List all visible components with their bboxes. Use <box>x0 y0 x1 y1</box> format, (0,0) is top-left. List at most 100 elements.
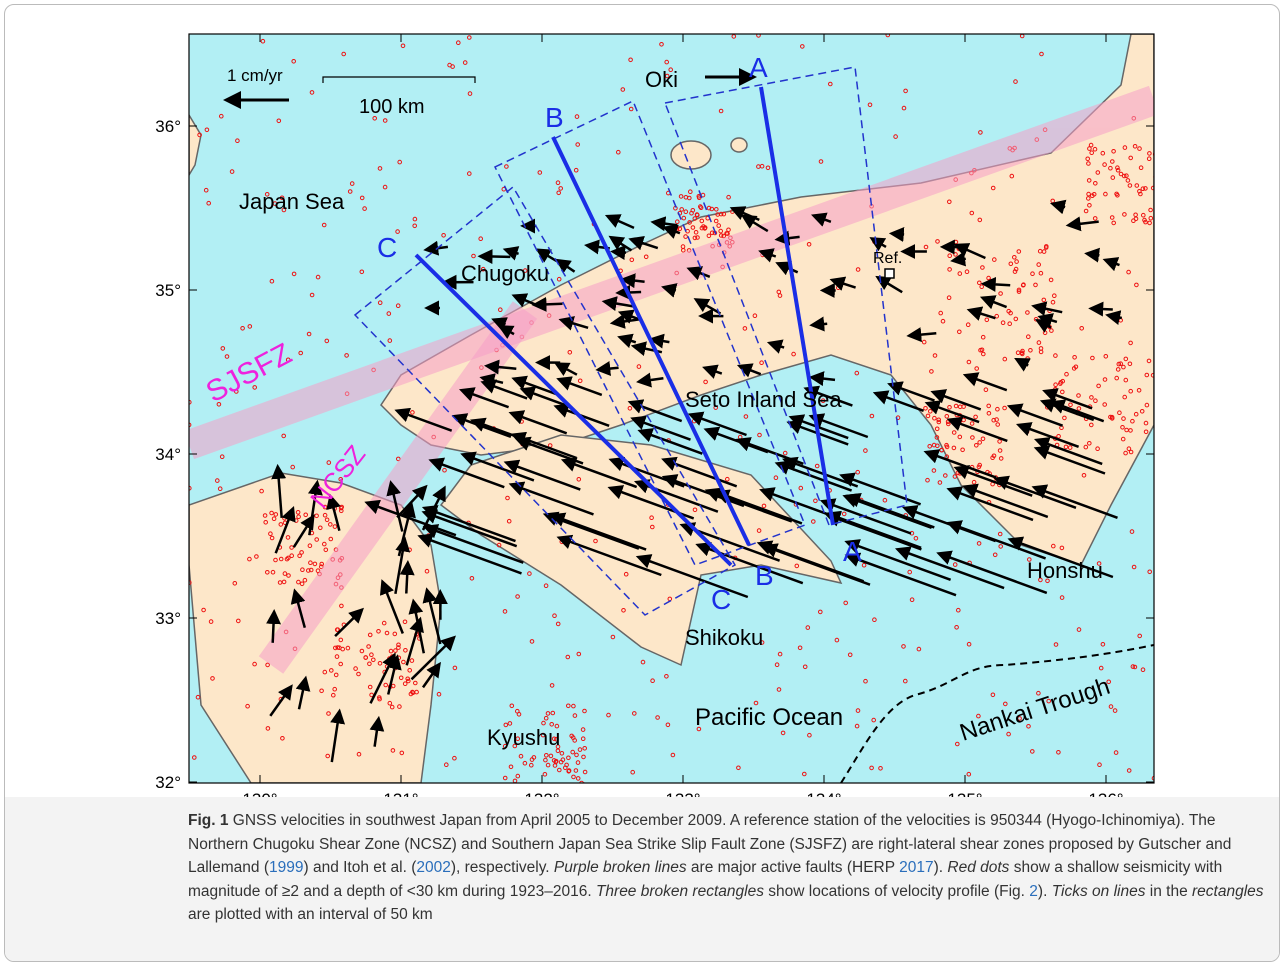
quake-dot <box>575 760 581 765</box>
quake-dot <box>206 200 211 206</box>
quake-dot <box>1036 340 1042 345</box>
quake-dot <box>576 651 582 657</box>
quake-dot <box>855 708 861 713</box>
quake-dot <box>556 190 562 196</box>
quake-dot <box>203 187 209 193</box>
quake-dot <box>759 360 764 366</box>
quake-dot <box>1147 151 1152 156</box>
quake-dot <box>934 435 940 440</box>
velocity-arrow <box>630 415 691 441</box>
velocity-arrow <box>274 505 296 554</box>
quake-dot <box>1143 429 1149 435</box>
quake-dot <box>281 207 287 213</box>
quake-dot <box>217 486 223 492</box>
quake-dot <box>716 223 722 228</box>
quake-dot <box>396 645 401 650</box>
caption-part: show a shallow seismicity with magnitude… <box>188 859 1223 900</box>
quake-dot <box>1013 79 1018 84</box>
quake-dot <box>1160 148 1164 152</box>
quake-dot <box>581 754 586 760</box>
label: 1 cm/yr <box>227 66 283 85</box>
quake-dot <box>1117 410 1122 416</box>
quake-dot <box>1067 445 1073 450</box>
velocity-arrow <box>307 479 323 536</box>
quake-dot <box>834 637 840 643</box>
caption-part: ) and Itoh et al. ( <box>303 859 417 877</box>
quake-dot <box>1027 557 1032 562</box>
quake-dot <box>285 535 291 540</box>
quake-dot <box>480 266 486 272</box>
quake-dot <box>714 207 719 212</box>
quake-dot <box>1002 405 1007 411</box>
quake-dot <box>247 324 253 329</box>
quake-dot <box>1115 165 1120 170</box>
label: B <box>755 560 774 591</box>
quake-dot <box>675 219 680 224</box>
quake-dot <box>1092 146 1098 152</box>
quake-dot <box>976 713 981 719</box>
quake-dot <box>506 518 512 524</box>
velocity-arrow <box>608 235 633 252</box>
quake-dot <box>564 762 569 768</box>
velocity-arrow <box>1031 484 1118 519</box>
quake-dot <box>681 215 687 221</box>
quake-dot <box>1083 444 1089 450</box>
quake-dot <box>936 417 942 423</box>
quake-dot <box>554 736 559 742</box>
velocity-arrow <box>714 489 803 525</box>
quake-dot <box>1089 395 1094 400</box>
quake-dot <box>791 351 796 357</box>
quake-dot <box>575 142 581 147</box>
quake-dot <box>953 403 959 409</box>
quake-dot <box>1095 446 1100 452</box>
quake-dot <box>863 448 868 453</box>
quake-dot <box>359 648 365 654</box>
quake-dot <box>994 313 1000 319</box>
velocity-arrow <box>290 588 307 629</box>
caption-part: Three broken rectangles <box>595 882 764 900</box>
quake-dot <box>1090 355 1095 361</box>
quake-dot <box>931 468 937 473</box>
quake-dot <box>377 300 383 306</box>
velocity-arrow <box>553 403 610 427</box>
quake-dot <box>980 334 986 340</box>
quake-dot <box>721 211 727 217</box>
quake-dot <box>573 167 579 173</box>
velocity-arrow <box>369 715 385 747</box>
quake-dot <box>574 114 580 119</box>
quake-dot <box>1053 353 1058 358</box>
quake-dot <box>338 637 344 643</box>
quake-dot <box>1086 178 1092 183</box>
quake-dot <box>331 692 336 698</box>
quake-dot <box>356 671 361 677</box>
quake-dot <box>201 607 206 613</box>
quake-dot <box>515 736 521 742</box>
quake-dot <box>322 669 328 675</box>
quake-dot <box>1038 577 1043 583</box>
quake-dot <box>974 443 979 448</box>
quake-dot <box>1020 351 1025 357</box>
quake-dot <box>869 413 875 419</box>
velocity-arrow <box>1037 313 1058 328</box>
quake-dot <box>701 224 706 229</box>
quake-dot <box>1050 299 1056 305</box>
quake-dot <box>478 236 484 241</box>
quake-dot <box>392 631 398 637</box>
velocity-arrow <box>635 554 749 599</box>
quake-dot <box>1118 171 1124 177</box>
quake-dot <box>885 34 891 38</box>
label: C <box>377 232 397 263</box>
quake-dot <box>265 726 271 731</box>
caption-part: in the <box>1145 882 1192 900</box>
quake-dot <box>655 715 660 720</box>
quake-dot <box>309 90 315 95</box>
seismicity <box>189 34 1164 783</box>
quake-dot <box>552 613 557 619</box>
quake-dot <box>990 455 995 461</box>
quake-dot <box>980 265 985 270</box>
label: Ref. <box>873 250 902 267</box>
velocity-arrow <box>417 533 522 575</box>
quake-dot <box>713 218 719 224</box>
velocity-arrow <box>428 457 505 489</box>
quake-dot <box>210 676 215 681</box>
